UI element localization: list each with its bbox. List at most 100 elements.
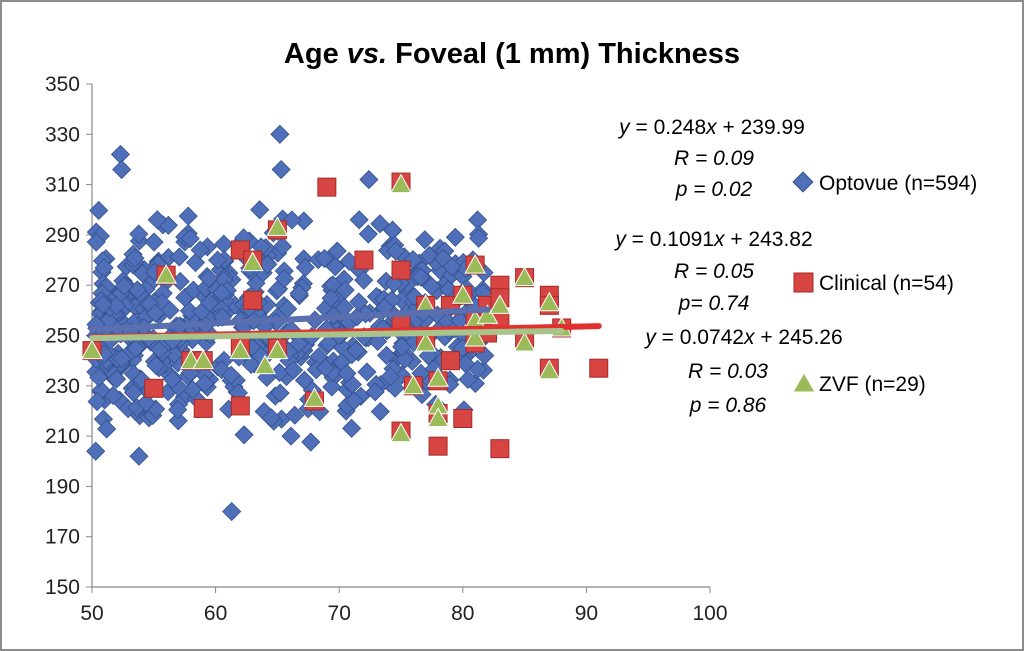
clinical-point (243, 290, 263, 310)
clinical-point (230, 396, 250, 416)
zvf-point (402, 374, 425, 395)
x-tick-label: 60 (204, 602, 227, 625)
optovue-point (107, 369, 127, 389)
optovue-point (289, 283, 309, 304)
optovue-point (321, 288, 341, 308)
optovue-point (261, 408, 282, 428)
optovue-point (344, 391, 364, 411)
zvf-point (538, 291, 561, 312)
legend-zvf-label: ZVF (n=29) (819, 373, 926, 396)
optovue-point (110, 144, 130, 164)
optovue-point (322, 377, 342, 397)
optovue-point (114, 276, 134, 296)
optovue-point (377, 345, 397, 365)
clinical-equation: y = 0.1091x + 243.82 (613, 228, 812, 251)
optovue-point (145, 303, 165, 323)
legend-optovue-label: Optovue (n=594) (819, 172, 977, 195)
optovue-point (126, 338, 146, 359)
clinical-point (589, 358, 609, 378)
zvf-point (427, 407, 449, 427)
zvf-point (254, 354, 276, 375)
optovue-point (129, 446, 149, 466)
optovue-point (190, 240, 210, 260)
zvf-point (489, 294, 511, 314)
zvf-point (513, 266, 536, 287)
zvf-trendline (89, 327, 565, 342)
clinical-point (391, 260, 411, 280)
optovue-point (234, 425, 254, 445)
optovue-point (136, 393, 156, 413)
optovue-point (221, 365, 241, 385)
optovue-point (87, 391, 107, 412)
optovue-point (144, 232, 164, 252)
optovue-point (342, 418, 362, 438)
optovue-point (123, 383, 144, 403)
optovue-point (289, 334, 309, 354)
optovue-point (386, 241, 406, 261)
optovue-point (274, 269, 294, 289)
clinical-point (317, 177, 337, 197)
y-tick-label: 150 (45, 576, 80, 599)
optovue-point (271, 159, 291, 180)
legend-clinical-label: Clinical (n=54) (819, 272, 954, 295)
clinical-point (354, 250, 374, 270)
optovue-point (349, 292, 369, 312)
data-points (81, 124, 609, 522)
zvf-point (513, 332, 536, 352)
optovue-point (162, 369, 182, 389)
optovue-point (281, 426, 301, 446)
optovue-point (295, 257, 315, 278)
y-tick-label: 270 (45, 274, 80, 297)
optovue-point (380, 366, 400, 387)
optovue-point (349, 210, 369, 230)
optovue-point (315, 358, 336, 378)
optovue-point (86, 441, 106, 461)
optovue-point (270, 383, 290, 403)
clinical-p-value: p= 0.74 (678, 292, 750, 315)
optovue-point (129, 224, 149, 244)
y-tick-label: 170 (45, 526, 80, 549)
x-tick-label: 80 (451, 602, 474, 625)
optovue-point (125, 248, 145, 268)
y-tick-label: 330 (45, 123, 80, 146)
axes: 150 170 190 210 230 250 270 290 310 330 350 50 60 70 8… (45, 73, 728, 625)
y-tick-label: 190 (45, 475, 80, 498)
zvf-p-value: p = 0.86 (689, 394, 767, 417)
optovue-point (282, 210, 302, 230)
optovue-point (212, 283, 232, 303)
optovue-point (294, 370, 314, 390)
zvf-point (538, 359, 561, 380)
zvf-point (390, 422, 412, 443)
y-tick-label: 290 (45, 224, 80, 247)
zvf-point (192, 349, 215, 370)
optovue-point (185, 252, 206, 273)
optovue-point (365, 382, 385, 402)
optovue-point (222, 501, 242, 522)
zvf-equation: y = 0.0742x + 245.26 (643, 326, 842, 349)
y-tick-label: 250 (45, 325, 80, 348)
optovue-r-value: R = 0.09 (674, 147, 754, 170)
optovue-point (469, 228, 489, 248)
optovue-point (89, 367, 109, 387)
optovue-point (358, 224, 378, 244)
zvf-r-value: R = 0.03 (688, 360, 768, 383)
trendlines (89, 306, 602, 342)
optovue-point (179, 301, 199, 321)
x-tick-label: 100 (692, 602, 727, 625)
legend-clinical-marker (793, 272, 814, 293)
optovue-point (169, 247, 189, 267)
optovue-point (357, 362, 377, 382)
optovue-point (272, 236, 292, 257)
optovue-point (97, 419, 117, 439)
optovue-point (284, 360, 304, 380)
optovue-point (160, 300, 180, 320)
zvf-point (81, 339, 103, 360)
optovue-point (250, 200, 270, 220)
optovue-point (178, 206, 198, 226)
optovue-point (442, 257, 462, 277)
legend-optovue-marker (792, 171, 814, 193)
optovue-point (346, 340, 366, 360)
optovue-point (411, 267, 431, 287)
